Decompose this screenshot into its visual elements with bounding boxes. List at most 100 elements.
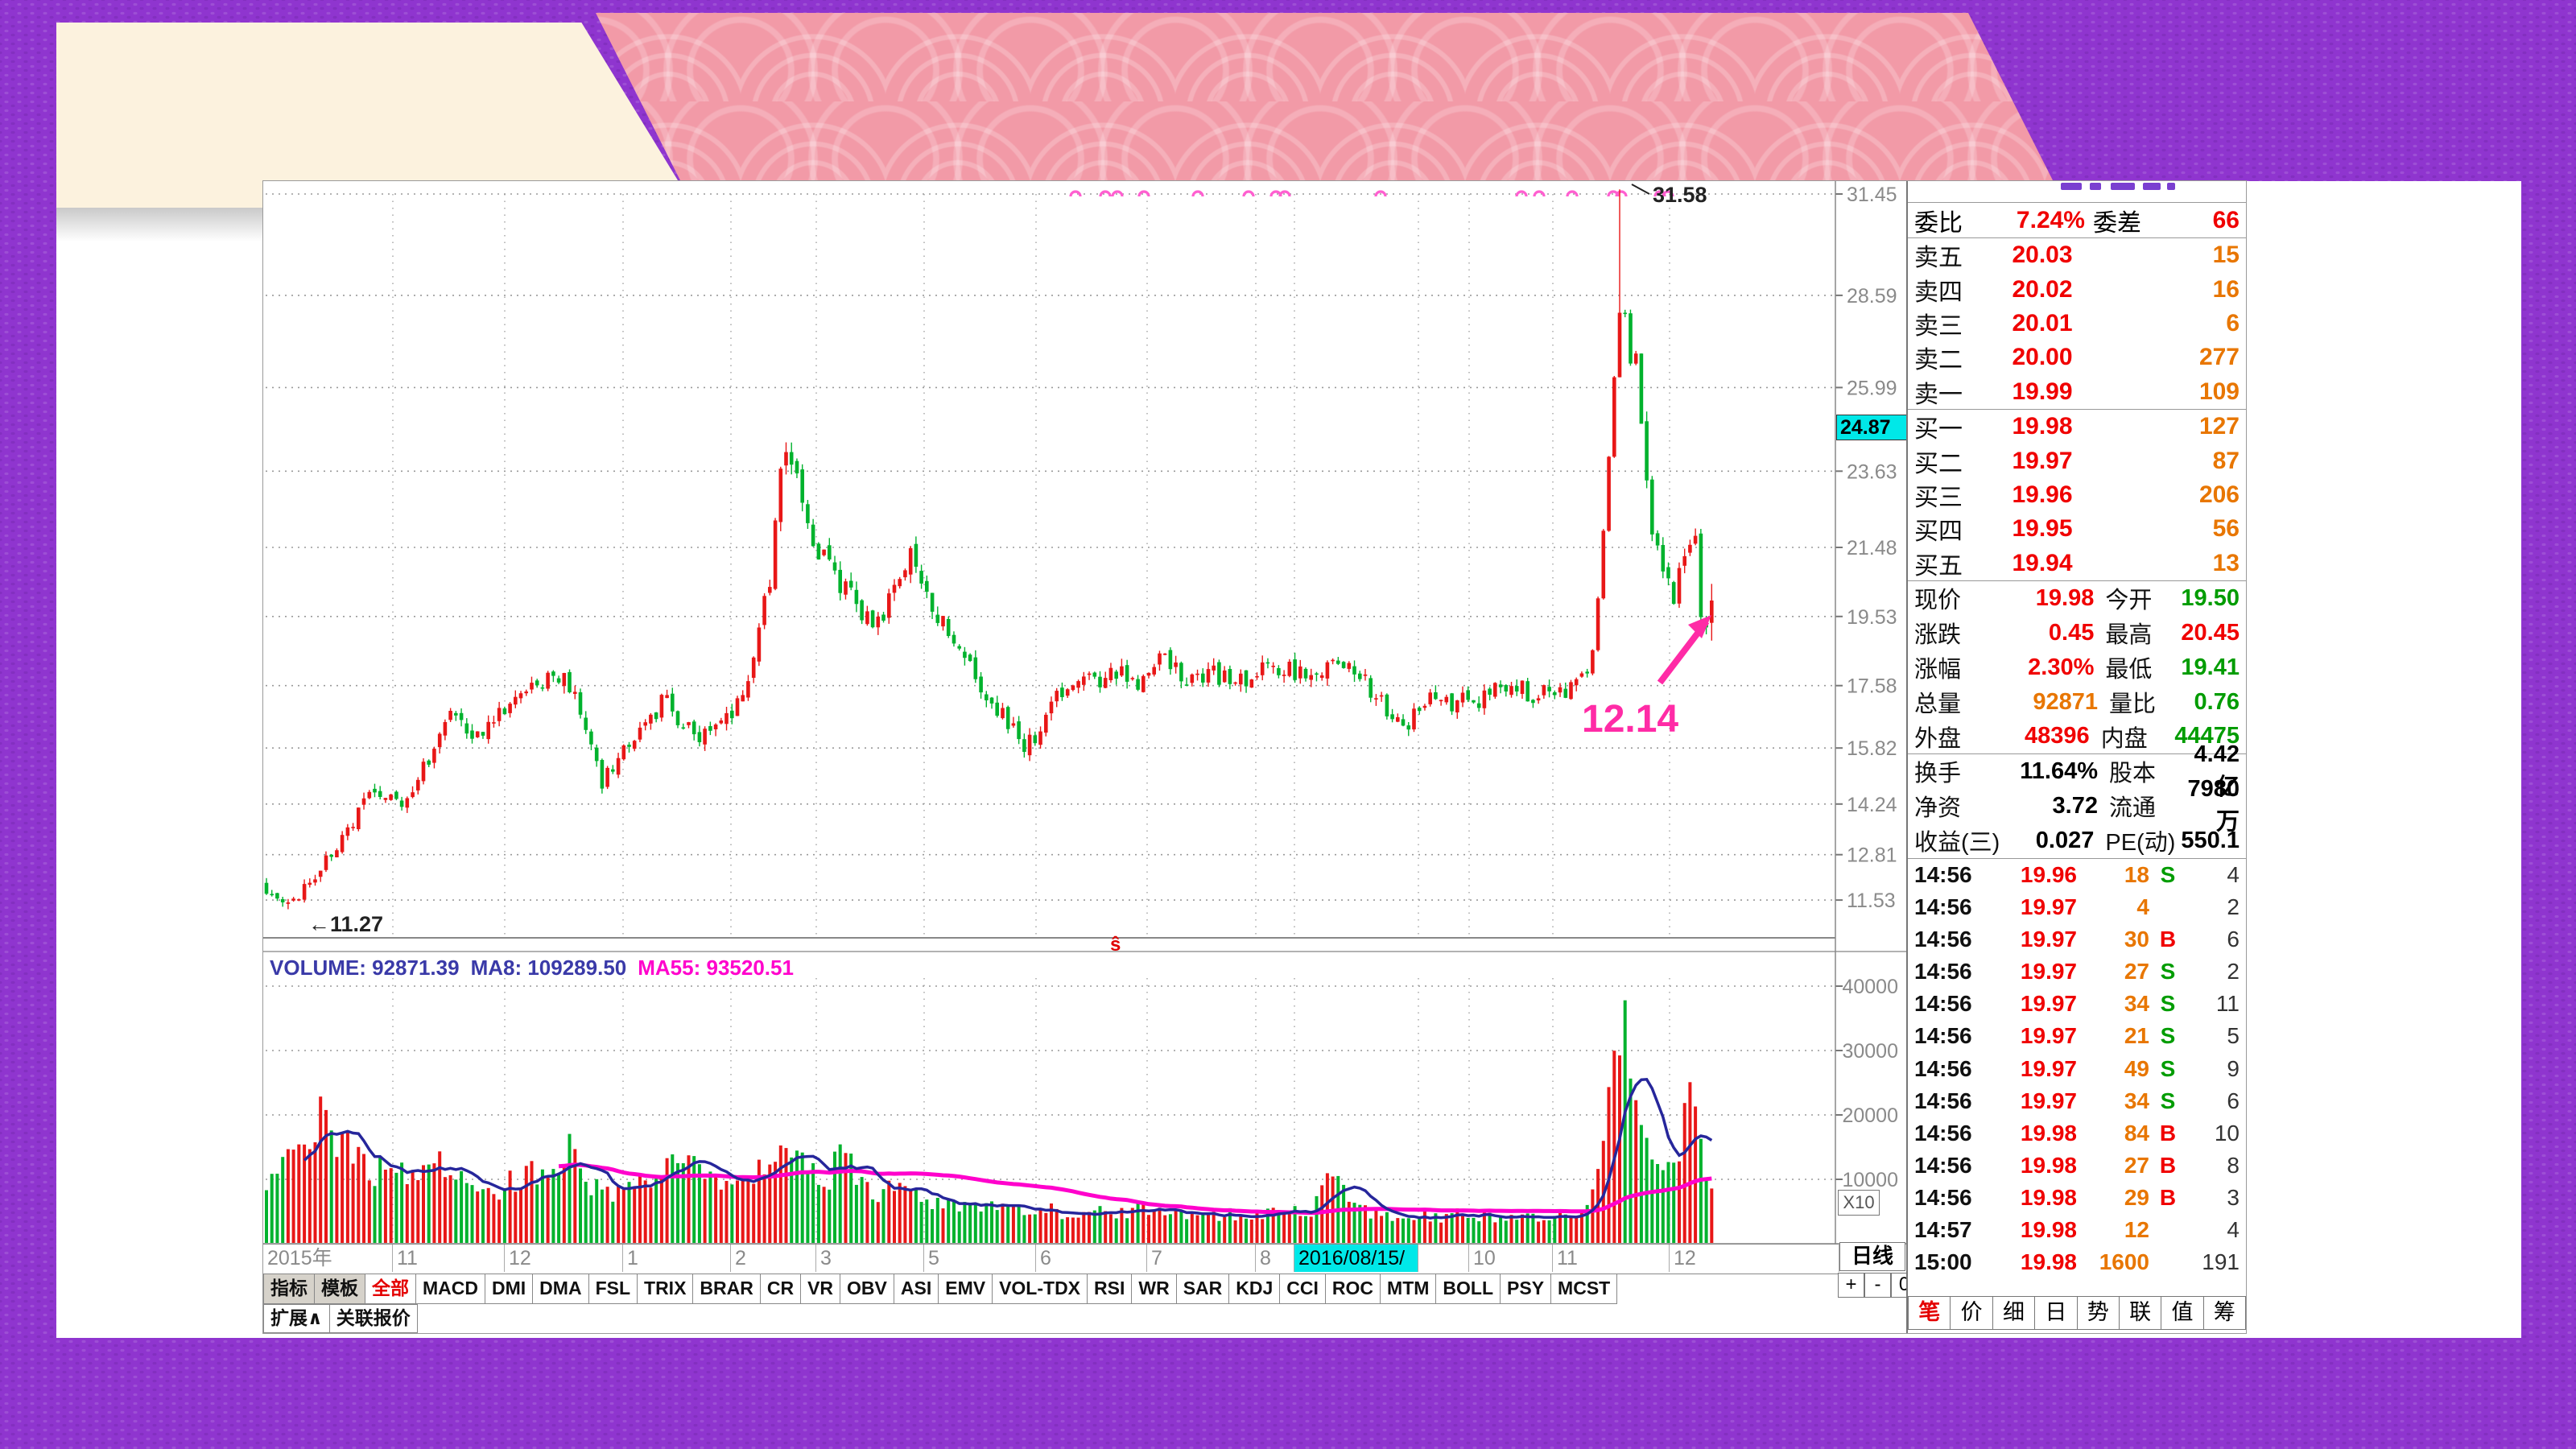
indicator-button-KDJ[interactable]: KDJ <box>1229 1274 1281 1304</box>
sell-level-row[interactable]: 卖五 20.03 15 <box>1908 238 2246 272</box>
info-row: 外盘 48396 内盘 44475 <box>1908 720 2246 754</box>
buy-level-row[interactable]: 买五 19.94 13 <box>1908 547 2246 580</box>
level-price: 19.98 <box>2012 413 2073 440</box>
info-label: 收益(三) <box>1914 830 2000 857</box>
tick-side: S <box>2160 1088 2176 1113</box>
svg-text:17.58: 17.58 <box>1847 675 1897 698</box>
indicator-button-DMI[interactable]: DMI <box>485 1274 534 1304</box>
zoom-button-+[interactable]: + <box>1838 1273 1864 1298</box>
tick-qty: 27 <box>2124 1152 2149 1178</box>
indicator-button-EMV[interactable]: EMV <box>939 1274 993 1304</box>
indicator-button-BOLL[interactable]: BOLL <box>1436 1274 1501 1304</box>
buy-level-row[interactable]: 买四 19.95 56 <box>1908 512 2246 546</box>
indicator-button-MCST[interactable]: MCST <box>1551 1274 1618 1304</box>
tick-side: S <box>2160 1055 2176 1081</box>
info-value: 4.42亿 <box>2194 741 2240 800</box>
tick-time: 14:56 <box>1914 959 1972 985</box>
sell-level-row[interactable]: 卖四 20.02 16 <box>1908 272 2246 306</box>
date-segment: 7 <box>1147 1245 1256 1272</box>
date-label: 12 <box>509 1247 531 1269</box>
indicator-button-VR[interactable]: VR <box>801 1274 841 1304</box>
ma8-value-label: MA8: 109289.50 <box>470 956 627 980</box>
date-label: 10 <box>1473 1247 1496 1269</box>
info-row: 收益(三) 0.027 PE(动) 550.1 <box>1908 824 2246 858</box>
indicator-button-CR[interactable]: CR <box>760 1274 802 1304</box>
chart-plot-area[interactable]: 31.45 28.59 25.99 23.63 21.48 19.53 17.58 15.82… <box>263 181 1906 1333</box>
quote-tab-笔[interactable]: 笔 <box>1908 1296 1951 1330</box>
quote-tab-bar: 笔价细日势联值筹 <box>1908 1296 2246 1330</box>
tick-time: 14:56 <box>1914 1088 1972 1113</box>
quote-tab-日[interactable]: 日 <box>2035 1296 2078 1330</box>
level-qty: 56 <box>2212 515 2240 543</box>
indicator-button-TRIX[interactable]: TRIX <box>638 1274 694 1304</box>
quote-tab-价[interactable]: 价 <box>1951 1296 1993 1330</box>
indicator-button-ROC[interactable]: ROC <box>1325 1274 1381 1304</box>
buy-level-row[interactable]: 买一 19.98 127 <box>1908 410 2246 444</box>
svg-text:25.99: 25.99 <box>1847 377 1897 399</box>
tick-time: 14:56 <box>1914 1152 1972 1178</box>
sell-level-row[interactable]: 卖三 20.01 6 <box>1908 307 2246 341</box>
date-segment: 10 <box>1469 1245 1553 1272</box>
level-label: 卖五 <box>1914 245 1963 272</box>
buy-level-row[interactable]: 买三 19.96 206 <box>1908 478 2246 512</box>
date-segment: 12 <box>1670 1245 1839 1272</box>
indicator-button-指标[interactable]: 指标 <box>263 1274 315 1304</box>
toolbar-button-关联报价[interactable]: 关联报价 <box>329 1304 418 1333</box>
indicator-button-PSY[interactable]: PSY <box>1501 1274 1552 1304</box>
tick-side: B <box>2159 927 2177 952</box>
tick-count: 10 <box>2214 1120 2240 1146</box>
indicator-button-RSI[interactable]: RSI <box>1088 1274 1133 1304</box>
indicator-button-DMA[interactable]: DMA <box>533 1274 589 1304</box>
tick-trade-row: 14:56 19.97 30 B 6 <box>1908 923 2246 956</box>
period-selector[interactable]: 日线 <box>1839 1242 1905 1271</box>
quote-tab-细[interactable]: 细 <box>1992 1296 2036 1330</box>
indicator-button-ASI[interactable]: ASI <box>894 1274 939 1304</box>
ma55-value-label: MA55: 93520.51 <box>638 956 794 980</box>
info-value: 2.30% <box>2028 654 2095 680</box>
indicator-button-MTM[interactable]: MTM <box>1381 1274 1437 1304</box>
quote-tab-势[interactable]: 势 <box>2077 1296 2120 1330</box>
svg-text:10000: 10000 <box>1842 1169 1898 1191</box>
level-qty: 109 <box>2198 378 2240 405</box>
sell-level-row[interactable]: 卖一 19.99 109 <box>1908 375 2246 409</box>
indicator-button-BRAR[interactable]: BRAR <box>693 1274 761 1304</box>
date-label: 8 <box>1260 1247 1271 1269</box>
tick-qty: 29 <box>2124 1184 2149 1210</box>
info-value: 0.027 <box>2035 827 2095 853</box>
tick-qty: 84 <box>2124 1120 2149 1146</box>
indicator-button-WR[interactable]: WR <box>1132 1274 1177 1304</box>
info-label: PE(动) <box>2105 830 2176 857</box>
quote-tab-筹[interactable]: 筹 <box>2203 1296 2246 1330</box>
quote-tab-联[interactable]: 联 <box>2119 1296 2162 1330</box>
quote-tab-值[interactable]: 值 <box>2161 1296 2204 1330</box>
date-segment: 1 <box>623 1245 731 1272</box>
indicator-button-CCI[interactable]: CCI <box>1280 1274 1326 1304</box>
level-qty: 16 <box>2212 275 2240 303</box>
date-label: 12 <box>1674 1247 1696 1269</box>
tick-trade-row: 14:56 19.98 29 B 3 <box>1908 1182 2246 1214</box>
sell-level-row[interactable]: 卖二 20.00 277 <box>1908 341 2246 374</box>
tick-count: 5 <box>2227 1023 2240 1049</box>
indicator-button-MACD[interactable]: MACD <box>416 1274 485 1304</box>
toolbar-button-扩展∧[interactable]: 扩展∧ <box>263 1304 330 1333</box>
volume-value-label: VOLUME: 92871.39 <box>270 956 460 980</box>
tick-price: 19.98 <box>2020 1249 2077 1275</box>
zoom-button--[interactable]: - <box>1864 1273 1891 1298</box>
level-label: 卖一 <box>1914 381 1963 408</box>
tick-count: 9 <box>2227 1055 2240 1081</box>
indicator-button-VOL-TDX[interactable]: VOL-TDX <box>993 1274 1088 1304</box>
tick-price: 19.97 <box>2020 1023 2077 1049</box>
buy-level-row[interactable]: 买二 19.97 87 <box>1908 444 2246 477</box>
indicator-button-FSL[interactable]: FSL <box>588 1274 638 1304</box>
volume-indicator-header: VOLUME: 92871.39 MA8: 109289.50 MA55: 9352… <box>270 956 805 980</box>
price-cursor-tag: 24.87 <box>1836 414 1909 440</box>
indicator-button-OBV[interactable]: OBV <box>840 1274 894 1304</box>
indicator-button-模板[interactable]: 模板 <box>315 1274 365 1304</box>
indicator-button-全部[interactable]: 全部 <box>365 1274 416 1304</box>
indicator-button-SAR[interactable]: SAR <box>1176 1274 1230 1304</box>
weibi-value: 7.24% <box>2016 206 2085 233</box>
tick-trade-row: 14:57 19.98 12 4 <box>1908 1214 2246 1246</box>
tick-side: S <box>2160 959 2176 985</box>
level-price: 20.00 <box>2012 344 2073 371</box>
svg-text:20000: 20000 <box>1842 1104 1898 1127</box>
